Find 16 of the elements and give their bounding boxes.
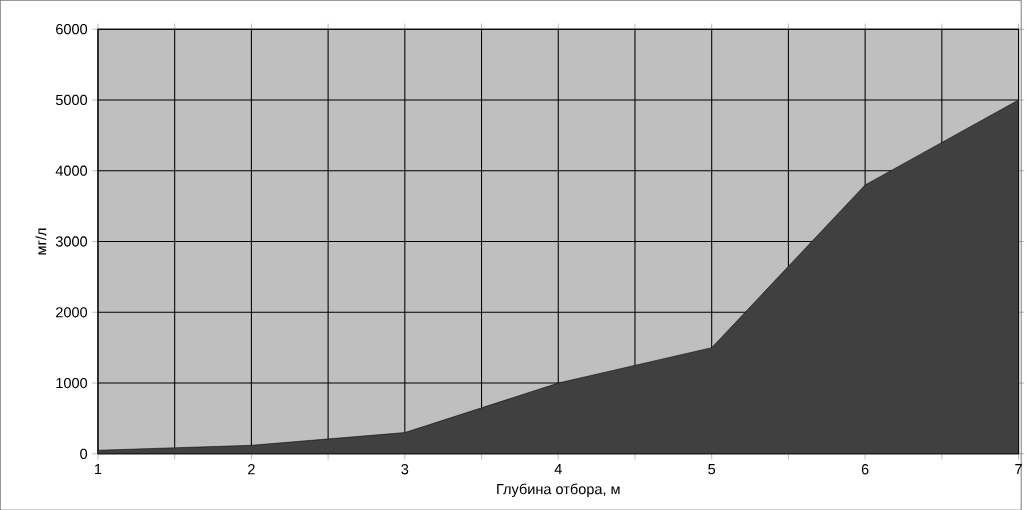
x-tick-label: 4 [554, 463, 562, 474]
x-tick-label: 2 [248, 463, 255, 475]
x-tick-label: 3 [401, 463, 409, 475]
x-axis-title: Глубина отбора, м [497, 483, 620, 497]
y-tick-label: 3000 [55, 236, 88, 247]
y-tick-label: 2000 [56, 306, 88, 318]
y-tick-label: 6000 [56, 23, 88, 35]
y-tick-label: 1000 [56, 377, 88, 388]
x-tick-label: 1 [95, 463, 102, 474]
x-tick-label: 5 [708, 463, 716, 475]
y-axis-title: мг/л [35, 228, 47, 255]
y-tick-label: 5000 [55, 94, 88, 105]
x-tick-label: 7 [1015, 463, 1022, 474]
x-tick-label: 6 [861, 463, 869, 475]
y-tick-label: 0 [80, 448, 88, 459]
y-tick-label: 4000 [55, 165, 88, 176]
